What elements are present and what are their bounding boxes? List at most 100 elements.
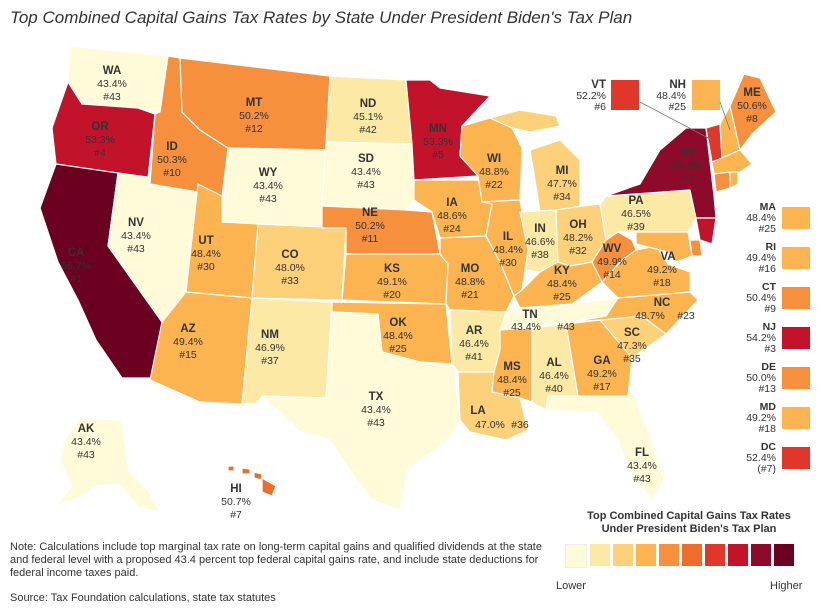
svg-text:43.4%: 43.4% [253, 180, 283, 192]
svg-text:#11: #11 [362, 233, 379, 245]
svg-text:ID: ID [166, 141, 178, 153]
svg-text:49.2%: 49.2% [647, 264, 677, 276]
svg-text:ND: ND [360, 98, 377, 110]
svg-text:OK: OK [389, 317, 407, 329]
svg-text:52.2%: 52.2% [576, 90, 606, 102]
svg-text:WV: WV [603, 243, 622, 255]
state-MI-up [489, 109, 561, 133]
state-CT [713, 171, 731, 193]
side-label-RI: RI 49.4% #16 [746, 241, 776, 275]
state-TX [261, 311, 461, 511]
svg-text:#22: #22 [485, 179, 503, 191]
svg-text:49.1%: 49.1% [377, 276, 407, 288]
side-label-DC: DC 52.4% (#7) [746, 441, 776, 475]
side-box-MA [782, 207, 810, 229]
svg-text:#39: #39 [627, 221, 645, 233]
side-box-NJ [782, 327, 810, 349]
side-label-DE: DE 50.0% #13 [746, 361, 776, 395]
svg-text:IN: IN [534, 223, 546, 235]
side-box-CT [782, 287, 810, 309]
legend-title: Top Combined Capital Gains Tax Rates Und… [574, 510, 804, 536]
svg-text:#25: #25 [389, 343, 407, 355]
svg-text:#42: #42 [359, 124, 377, 136]
legend-high-label: Higher [770, 580, 803, 592]
svg-text:WI: WI [487, 153, 501, 165]
state-MD [635, 231, 693, 263]
svg-text:47.3%: 47.3% [617, 340, 647, 352]
svg-text:LA: LA [470, 405, 485, 417]
svg-text:#6: #6 [594, 101, 606, 113]
svg-text:48.2%: 48.2% [563, 232, 593, 244]
svg-text:CO: CO [281, 249, 298, 261]
legend-swatch [751, 544, 771, 566]
svg-text:43.4%: 43.4% [627, 460, 657, 472]
svg-text:50.6%: 50.6% [737, 100, 767, 112]
svg-text:TX: TX [369, 391, 384, 403]
legend-title-line1: Top Combined Capital Gains Tax Rates [587, 510, 791, 522]
svg-text:KS: KS [384, 263, 400, 275]
side-label-MA: MA 48.4% #25 [746, 201, 776, 235]
svg-text:SC: SC [624, 327, 640, 339]
svg-text:46.4%: 46.4% [459, 338, 489, 350]
svg-text:#17: #17 [593, 381, 611, 393]
svg-text:SD: SD [358, 153, 374, 165]
source-line: Source: Tax Foundation calculations, sta… [10, 592, 276, 604]
svg-text:50.2%: 50.2% [239, 110, 269, 122]
svg-text:#30: #30 [499, 257, 517, 269]
svg-text:50.2%: 50.2% [355, 220, 385, 232]
callout-box-VT [611, 80, 639, 110]
svg-text:NY: NY [680, 147, 696, 159]
svg-text:49.4%: 49.4% [173, 336, 203, 348]
svg-text:#7: #7 [230, 509, 242, 521]
svg-text:OH: OH [569, 219, 586, 231]
svg-text:#43: #43 [557, 321, 575, 333]
svg-text:46.5%: 46.5% [621, 208, 651, 220]
svg-text:53.3%: 53.3% [85, 134, 115, 146]
svg-text:48.8%: 48.8% [479, 166, 509, 178]
svg-text:#25: #25 [503, 387, 521, 399]
map-title: Top Combined Capital Gains Tax Rates by … [10, 8, 633, 27]
svg-text:43.4%: 43.4% [511, 321, 541, 333]
state-FL [545, 389, 665, 501]
side-box-RI [782, 247, 810, 269]
svg-text:49.2%: 49.2% [587, 368, 617, 380]
svg-text:48.4%: 48.4% [656, 90, 686, 102]
side-box-MD [782, 407, 810, 429]
svg-text:#18: #18 [653, 277, 671, 289]
svg-text:47.7%: 47.7% [547, 178, 577, 190]
svg-text:43.4%: 43.4% [71, 436, 101, 448]
svg-text:NE: NE [362, 207, 378, 219]
svg-text:MN: MN [429, 123, 447, 135]
svg-text:PA: PA [628, 195, 643, 207]
svg-text:VA: VA [660, 251, 675, 263]
svg-text:MI: MI [556, 165, 569, 177]
svg-text:#38: #38 [531, 249, 549, 261]
svg-text:GA: GA [593, 355, 610, 367]
svg-text:#43: #43 [633, 473, 651, 485]
svg-text:HI: HI [230, 483, 242, 495]
svg-text:54.3%: 54.3% [673, 160, 703, 172]
svg-text:#33: #33 [281, 275, 299, 287]
svg-text:48.0%: 48.0% [275, 262, 305, 274]
legend-swatch [590, 544, 610, 566]
svg-text:#2: #2 [682, 173, 694, 185]
svg-text:NC: NC [654, 297, 671, 309]
state-RI [729, 171, 739, 189]
